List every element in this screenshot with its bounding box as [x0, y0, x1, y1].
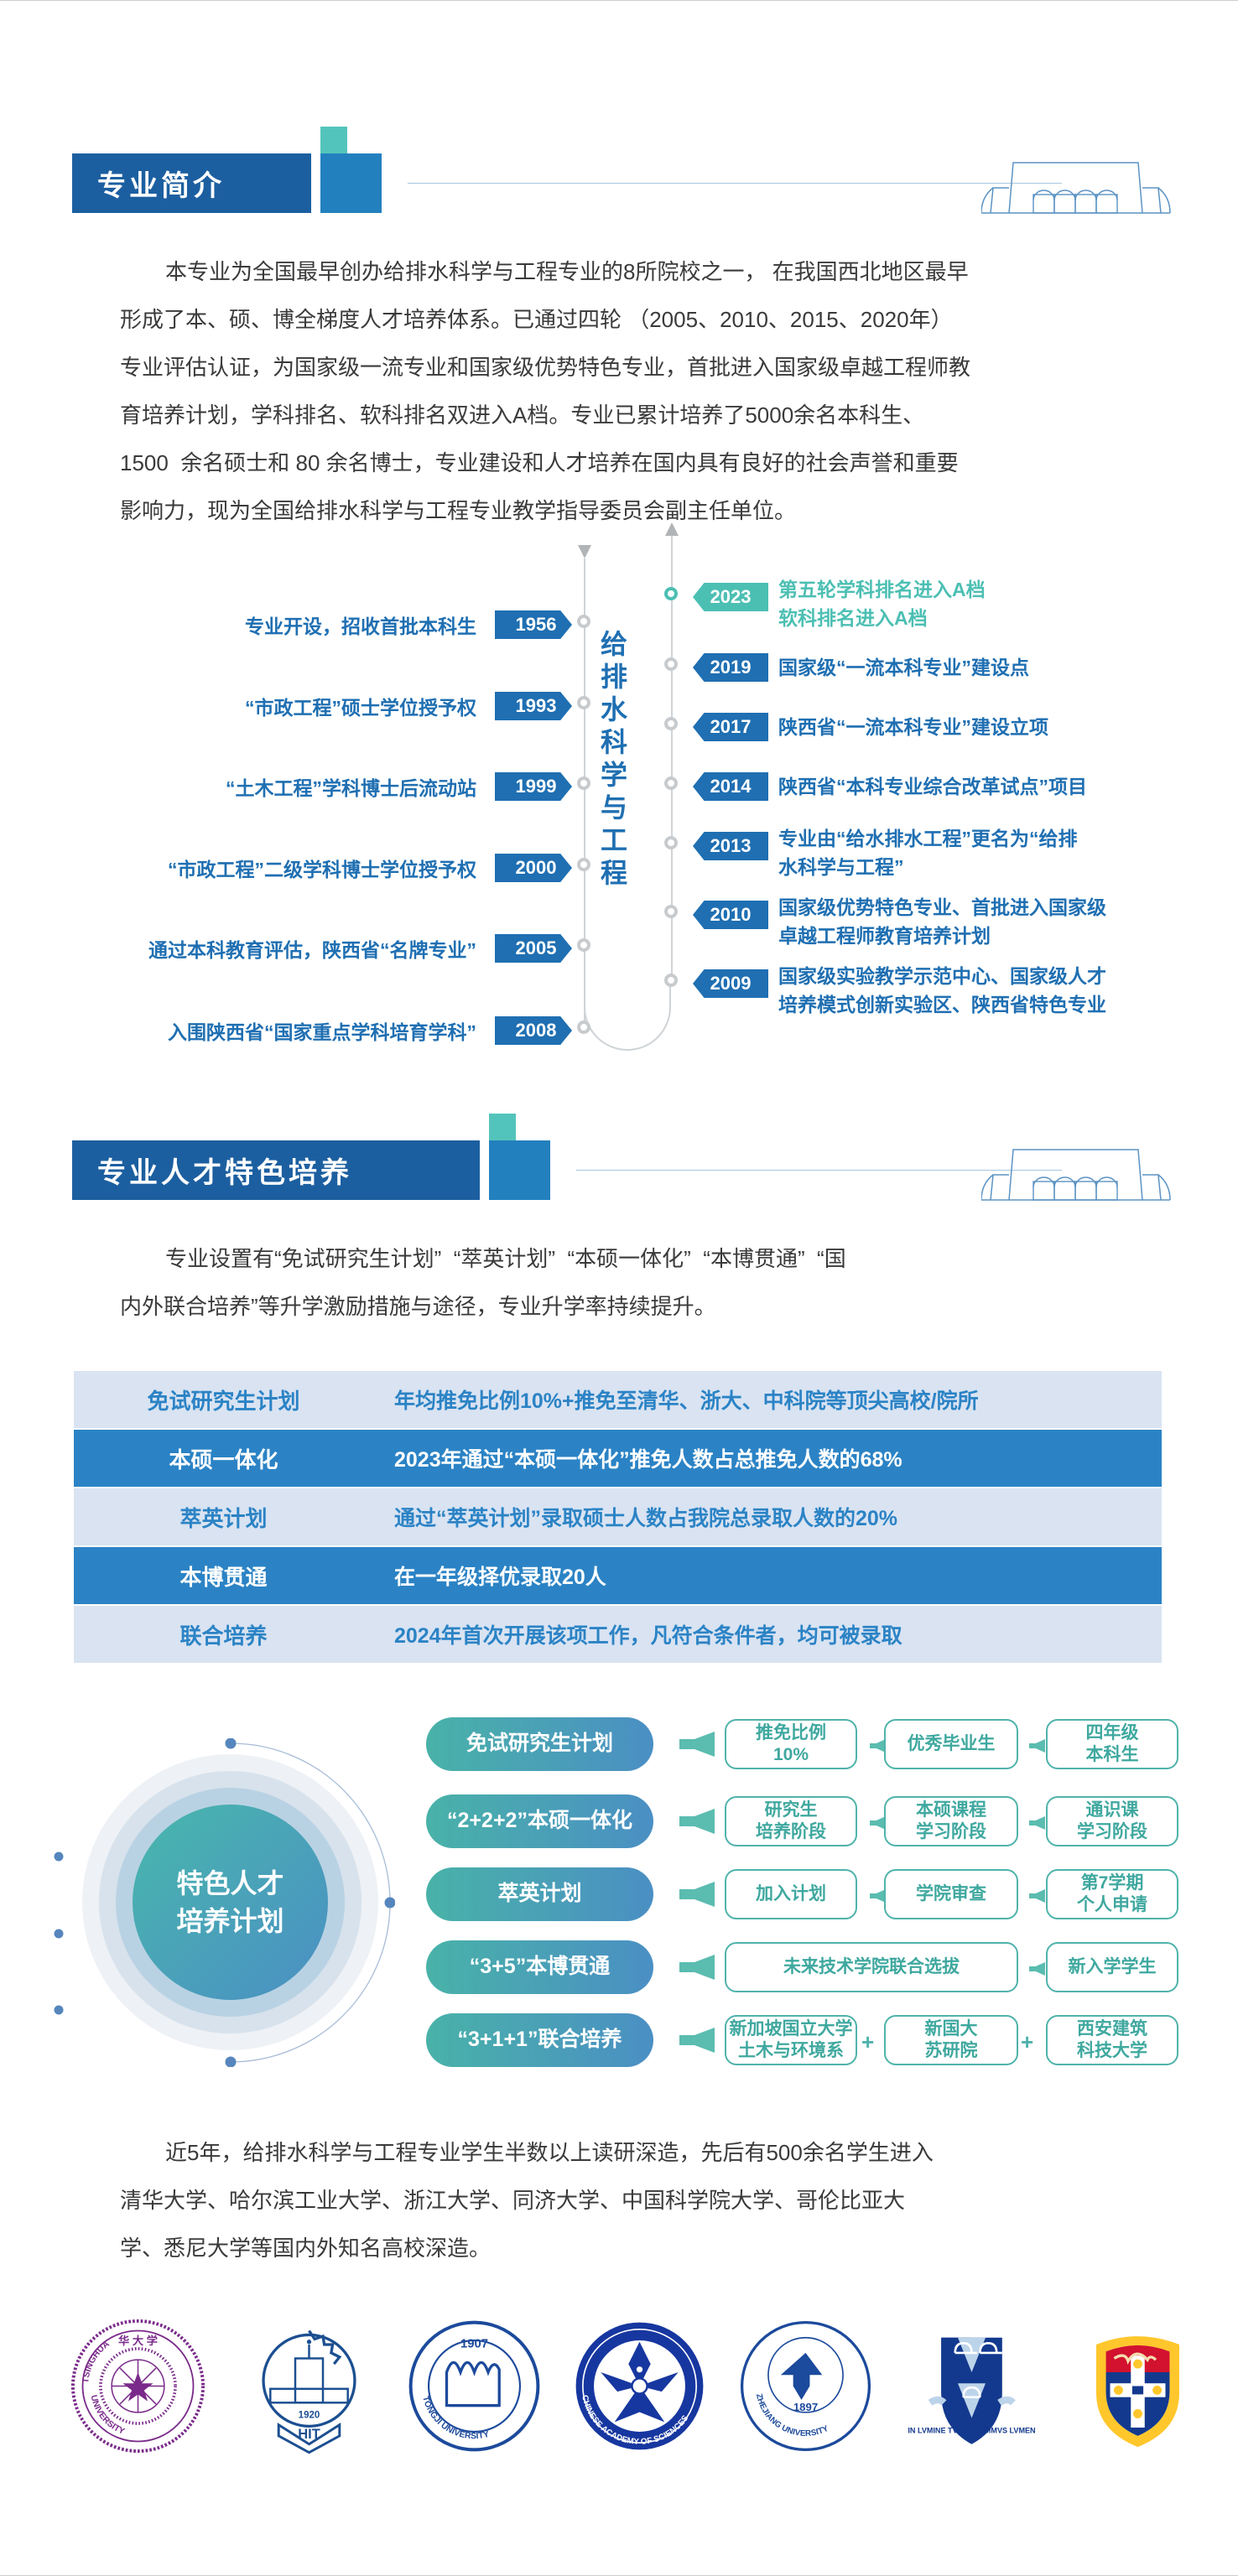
svg-text:华 大 学: 华 大 学 — [118, 2334, 158, 2347]
svg-text:UNIVERSITY: UNIVERSITY — [89, 2394, 126, 2437]
svg-text:HIT: HIT — [298, 2427, 320, 2442]
svg-text:1920: 1920 — [299, 2410, 320, 2420]
svg-text:1907: 1907 — [460, 2337, 488, 2350]
svg-text:ZHEJIANG UNIVERSITY: ZHEJIANG UNIVERSITY — [754, 2393, 830, 2438]
svg-text:IN LVMINE TVO VIDEBIMVS LVMEN: IN LVMINE TVO VIDEBIMVS LVMEN — [908, 2427, 1035, 2435]
